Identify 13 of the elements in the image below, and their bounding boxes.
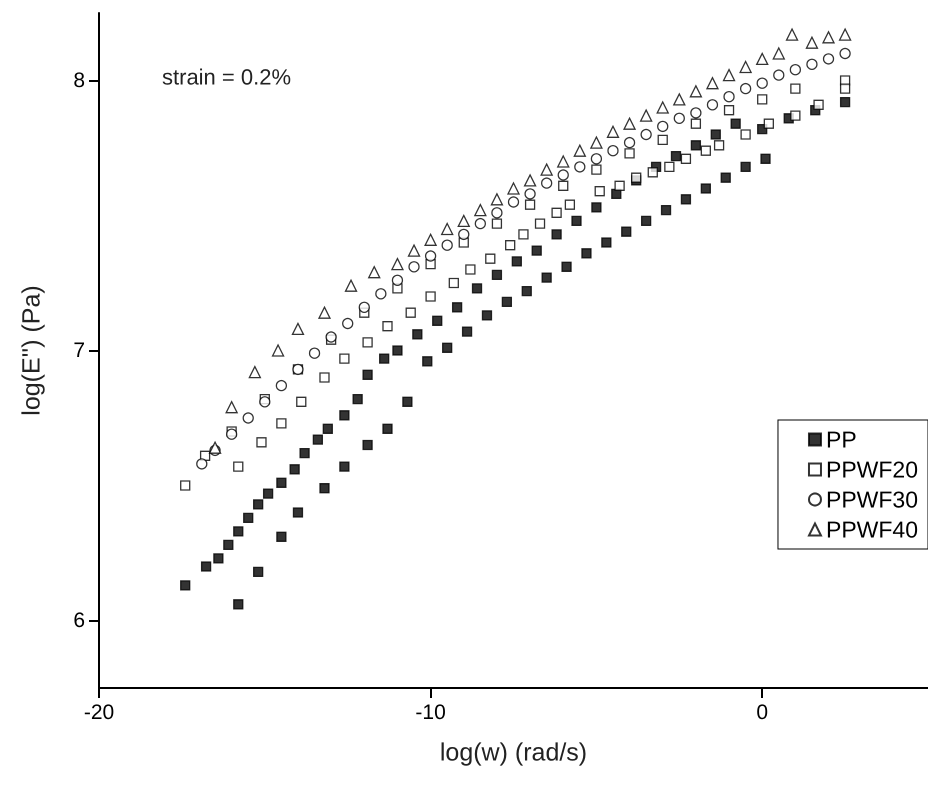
x-tick-label: -10 — [415, 701, 446, 724]
y-tick-label: 7 — [73, 339, 85, 362]
legend-label: PPWF40 — [826, 516, 918, 542]
legend-label: PPWF30 — [826, 486, 918, 512]
x-axis-title: log(w) (rad/s) — [440, 738, 588, 766]
legend-label: PP — [826, 426, 857, 452]
y-tick-label: 8 — [73, 69, 85, 92]
y-axis-title: log(E'') (Pa) — [18, 285, 46, 416]
annotation: strain = 0.2% — [162, 64, 292, 90]
y-tick-label: 6 — [73, 609, 85, 632]
x-tick-label: -20 — [84, 701, 114, 724]
x-tick-label: 0 — [756, 701, 768, 724]
legend-label: PPWF20 — [826, 456, 918, 482]
